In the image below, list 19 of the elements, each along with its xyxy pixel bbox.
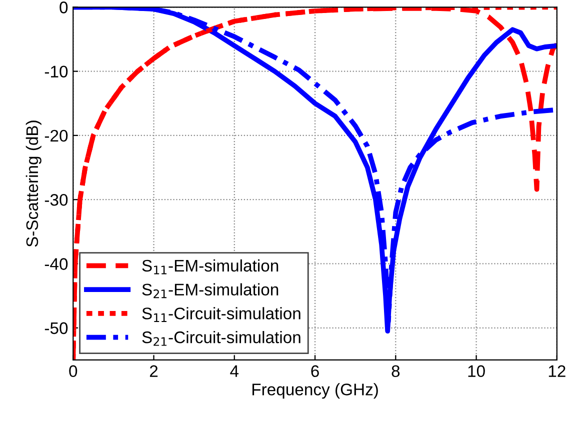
x-tick-label: 10 <box>468 365 485 378</box>
legend-label: S$_{11}$-EM-simulation <box>142 259 278 274</box>
x-tick-label: 6 <box>311 365 319 378</box>
legend-label: S$_{11}$-Circuit-simulation <box>142 307 300 322</box>
y-tick-label: -40 <box>44 258 68 270</box>
x-tick-label: 0 <box>69 365 78 378</box>
x-tick-label: 8 <box>392 365 400 378</box>
legend-label: S$_{21}$-EM-simulation <box>142 283 278 298</box>
legend-label: S$_{21}$-Circuit-simulation <box>142 330 300 346</box>
x-tick-label: 4 <box>230 365 239 377</box>
y-tick-label: 0 <box>60 2 68 14</box>
x-tick-label: 12 <box>548 365 566 377</box>
y-tick-label: -10 <box>44 66 68 78</box>
y-axis-title: S-Scattering (dB) <box>26 120 42 247</box>
y-tick-label: -50 <box>44 322 68 334</box>
y-tick-label: -30 <box>44 194 68 206</box>
x-tick-label: 2 <box>150 365 158 377</box>
y-tick-label: -20 <box>44 130 68 142</box>
x-axis-title: Frequency (GHz) <box>252 383 378 399</box>
